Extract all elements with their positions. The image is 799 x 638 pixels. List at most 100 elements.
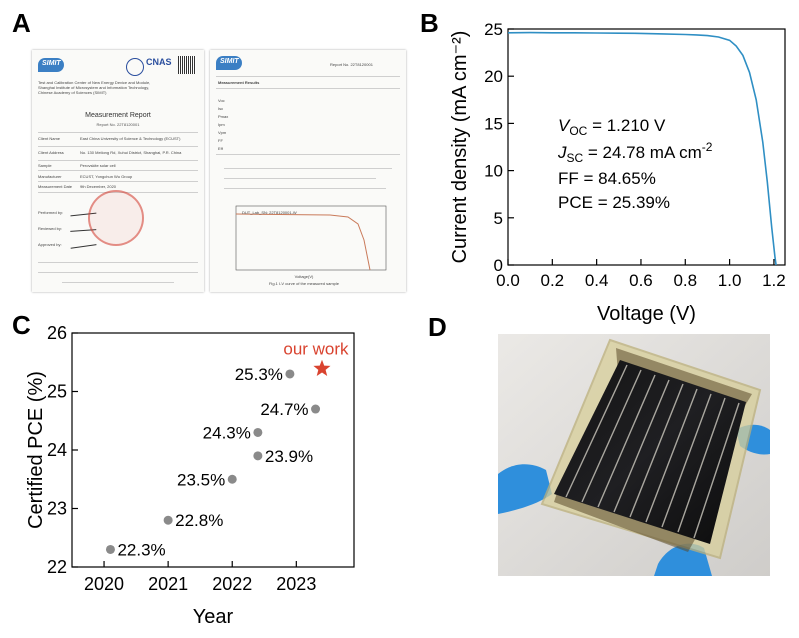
page2-title: Measurement Results (218, 80, 260, 85)
red-seal-stamp (88, 190, 144, 246)
data-label: 24.7% (260, 400, 308, 419)
metric-label: V (558, 116, 571, 135)
glove-left (498, 464, 552, 514)
metric-subscript: SC (567, 151, 584, 165)
x-tick-label: 2022 (212, 574, 252, 594)
iv-curve-chart: 0.0 0.2 0.4 0.6 0.8 1.0 1.2 0 5 10 15 20 25 Voltage … (449, 20, 786, 325)
x-axis-label: Voltage (V) (597, 303, 696, 325)
plot-frame (507, 28, 786, 266)
metric-annotation: JSC = 24.78 mA cm-2 (557, 140, 713, 165)
header-line-1: Test and Calibration Center of New Energ… (38, 80, 151, 85)
x-tick-label: 2021 (148, 574, 188, 594)
field-value: East China University of Science & Techn… (80, 136, 181, 141)
panel-label-d: D (428, 312, 447, 342)
y-tick-label: 20 (484, 67, 503, 86)
panel-label-c: C (12, 310, 31, 340)
rule (216, 88, 400, 89)
metric-subscript: OC (569, 124, 587, 138)
simit-logo: SIMIT (38, 58, 64, 72)
sign-label: Reviewed by: (38, 226, 63, 231)
x-tick-label: 0.8 (673, 271, 697, 290)
y-tick-label: 15 (484, 114, 503, 133)
y-tick-label: 25 (484, 20, 503, 39)
mini-iv-plot: DUT_Lab_SN: 22T8120001-W Voltage(V) Fig.… (235, 205, 387, 286)
our-work-label: our work (283, 340, 349, 359)
y-tick-label: 25 (47, 382, 67, 402)
table-row-label: Isc (218, 106, 224, 111)
certified-pce-chart: 2020 2021 2022 2023 22 23 24 25 26 22.3% 22.8% 23.… (25, 323, 355, 628)
data-point (253, 427, 263, 437)
table-row-label: Eff (218, 146, 223, 151)
our-work-star-marker (313, 359, 331, 376)
data-point (163, 515, 173, 525)
x-tick-label: 0.6 (629, 271, 653, 290)
data-label: 24.3% (203, 423, 251, 442)
panel-label-a: A (12, 8, 31, 38)
table-row-label: Vpm (218, 130, 227, 135)
rule (38, 181, 198, 182)
mini-plot-caption: Fig.1 I-V curve of the measured sample (269, 281, 340, 286)
metric-superscript: -2 (702, 140, 713, 154)
y-tick-label: 22 (47, 557, 67, 577)
field-value: ECUST, Yongchun Wu Group (80, 174, 133, 179)
data-point (285, 369, 295, 379)
rule (38, 262, 198, 263)
data-point (227, 474, 237, 484)
x-tick-label: 0.2 (540, 271, 564, 290)
metric-label: J (557, 143, 567, 162)
field-label: Client Name (38, 136, 61, 141)
table-row-label: Ipm (218, 122, 225, 127)
y-tick-label: 23 (47, 499, 67, 519)
data-label: 22.3% (117, 540, 165, 559)
rule (38, 132, 198, 133)
simit-logo-text: SIMIT (220, 58, 239, 65)
certificate-page-2: SIMIT Report No. 22T8120001 Measurement … (210, 50, 406, 292)
scribe-lines (565, 364, 740, 539)
header-line-3: Chinese Academy of Sciences (SIMIT) (38, 90, 107, 95)
rule (62, 282, 174, 283)
data-point (105, 544, 115, 554)
metric-annotation: FF = 84.65% (558, 169, 656, 188)
table-row-label: Voc (218, 98, 225, 103)
device-photo (498, 334, 770, 576)
rule (224, 188, 386, 189)
sign-label: Approved by: (38, 242, 62, 247)
rule (216, 154, 400, 155)
header-line-2: Shanghai Institute of Microsystem and In… (38, 85, 150, 90)
field-label: Measurement Date (38, 184, 73, 189)
x-tick-label: 2023 (276, 574, 316, 594)
field-label: Sample (38, 163, 52, 168)
metric-value: = 1.210 V (587, 116, 666, 135)
field-label: Manufacturer (38, 174, 62, 179)
rule (38, 146, 198, 147)
report-title: Measurement Report (85, 112, 151, 119)
table-row-label: FF (218, 138, 223, 143)
rule (224, 168, 392, 169)
page2-report-number: Report No. 22T8120001 (330, 62, 373, 67)
panel-label-b: B (420, 8, 439, 38)
field-value: Perovskite solar cell (80, 163, 116, 168)
cma-seal-icon (126, 58, 144, 76)
metric-annotation: VOC = 1.210 V (558, 116, 666, 138)
metric-annotation: PCE = 25.39% (558, 193, 670, 212)
y-axis-label: Current density (mA cm⁻²) (449, 31, 471, 264)
certificate-page-1: SIMIT CNAS Test and Calibration Center o… (32, 50, 204, 292)
y-tick-label: 10 (484, 162, 503, 181)
metric-label: PCE (558, 193, 593, 212)
y-axis-label: Certified PCE (%) (25, 371, 47, 529)
metric-value: = 84.65% (579, 169, 656, 188)
simit-logo: SIMIT (216, 56, 242, 70)
data-point (253, 451, 263, 461)
rule (38, 170, 198, 171)
qr-code-icon (178, 56, 196, 74)
x-axis-label: Year (193, 606, 234, 628)
iv-curve-line (507, 31, 777, 266)
sign-label: Performed by: (38, 210, 64, 215)
rule (216, 76, 400, 77)
metric-value: = 25.39% (593, 193, 670, 212)
data-label: 23.9% (265, 447, 313, 466)
data-label: 22.8% (175, 511, 223, 530)
data-label: 25.3% (235, 365, 283, 384)
y-tick-label: 24 (47, 440, 67, 460)
field-value: 9th December, 2020 (80, 184, 117, 189)
